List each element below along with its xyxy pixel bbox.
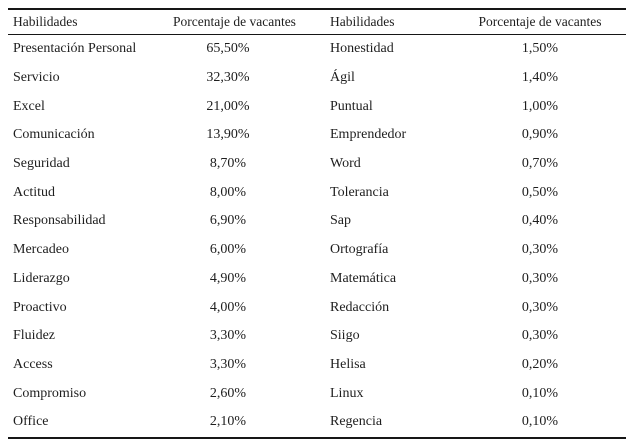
skill-cell-right: Sap (330, 213, 351, 229)
skill-cell-left: Responsabilidad (13, 213, 106, 229)
percentage-cell-left: 32,30% (206, 70, 250, 86)
skill-cell-right: Honestidad (330, 41, 394, 57)
percentage-cell-left: 2,10% (209, 414, 247, 430)
skill-cell-left: Compromiso (13, 385, 87, 401)
column-header-percentage-left: Porcentaje de vacantes (173, 14, 296, 30)
percentage-cell-left: 6,00% (209, 242, 247, 258)
table-row: Fluidez 3,30% Siigo 0,30% (8, 322, 626, 351)
skill-cell-right: Ortografía (330, 242, 389, 258)
table-bottom-rule (8, 436, 626, 439)
table-header-rule (8, 34, 626, 35)
percentage-cell-left: 3,30% (209, 356, 247, 372)
percentage-cell-left: 3,30% (209, 328, 247, 344)
table-row: Servicio 32,30% Ágil 1,40% (8, 64, 626, 93)
skill-cell-right: Word (330, 156, 361, 172)
table-row: Access 3,30% Helisa 0,20% (8, 351, 626, 380)
percentage-cell-right: 0,70% (521, 156, 559, 172)
percentage-cell-right: 0,30% (521, 299, 559, 315)
skill-cell-left: Servicio (13, 70, 60, 86)
percentage-cell-left: 4,00% (209, 299, 247, 315)
skill-cell-left: Seguridad (13, 156, 70, 172)
column-header-skills-right: Habilidades (330, 14, 395, 30)
table-top-rule (8, 8, 626, 10)
skill-cell-left: Mercadeo (13, 242, 69, 258)
skill-cell-left: Liderazgo (13, 270, 70, 286)
percentage-cell-left: 65,50% (206, 41, 250, 57)
percentage-cell-left: 8,00% (209, 184, 247, 200)
table-row: Liderazgo 4,90% Matemática 0,30% (8, 265, 626, 294)
skill-cell-right: Matemática (330, 270, 397, 286)
percentage-cell-right: 0,10% (521, 385, 559, 401)
table-row: Responsabilidad 6,90% Sap 0,40% (8, 207, 626, 236)
column-header-skills-left: Habilidades (13, 14, 78, 30)
percentage-cell-left: 8,70% (209, 156, 247, 172)
column-header-percentage-right: Porcentaje de vacantes (478, 14, 602, 30)
skill-cell-right: Emprendedor (330, 127, 407, 143)
percentage-cell-left: 13,90% (206, 127, 250, 143)
table-row: Comunicación 13,90% Emprendedor 0,90% (8, 121, 626, 150)
skill-cell-left: Fluidez (13, 328, 55, 344)
table-row: Presentación Personal 65,50% Honestidad 1,5… (8, 35, 626, 64)
skill-cell-right: Siigo (330, 328, 360, 344)
percentage-cell-right: 1,00% (521, 98, 559, 114)
skill-cell-left: Actitud (13, 184, 55, 200)
percentage-cell-left: 2,60% (209, 385, 247, 401)
percentage-cell-left: 4,90% (209, 270, 247, 286)
table-row: Proactivo 4,00% Redacción 0,30% (8, 293, 626, 322)
table-row: Mercadeo 6,00% Ortografía 0,30% (8, 236, 626, 265)
skill-cell-right: Tolerancia (330, 184, 389, 200)
skill-cell-left: Access (13, 356, 53, 372)
skill-cell-left: Presentación Personal (13, 41, 137, 57)
table-row: Excel 21,00% Puntual 1,00% (8, 92, 626, 121)
table-row: Compromiso 2,60% Linux 0,10% (8, 379, 626, 408)
percentage-cell-right: 0,10% (521, 414, 559, 430)
skill-cell-left: Office (13, 414, 49, 430)
skills-vacancy-table: Habilidades Porcentaje de vacantes Habil… (8, 8, 626, 439)
percentage-cell-right: 0,30% (521, 270, 559, 286)
percentage-cell-right: 0,30% (521, 328, 559, 344)
percentage-cell-right: 0,50% (521, 184, 559, 200)
percentage-cell-right: 1,40% (521, 70, 559, 86)
skill-cell-right: Puntual (330, 98, 373, 114)
percentage-cell-right: 0,20% (521, 356, 559, 372)
table-body: Presentación Personal 65,50% Honestidad 1,5… (8, 35, 626, 437)
percentage-cell-right: 0,40% (521, 213, 559, 229)
percentage-cell-right: 0,90% (521, 127, 559, 143)
skill-cell-right: Redacción (330, 299, 390, 315)
skill-cell-left: Comunicación (13, 127, 95, 143)
percentage-cell-right: 0,30% (521, 242, 559, 258)
skill-cell-right: Regencia (330, 414, 383, 430)
skill-cell-right: Ágil (330, 70, 355, 86)
skill-cell-left: Proactivo (13, 299, 67, 315)
table-row: Seguridad 8,70% Word 0,70% (8, 150, 626, 179)
skill-cell-left: Excel (13, 98, 45, 114)
percentage-cell-right: 1,50% (521, 41, 559, 57)
percentage-cell-left: 6,90% (209, 213, 247, 229)
table-row: Actitud 8,00% Tolerancia 0,50% (8, 178, 626, 207)
skill-cell-right: Linux (330, 385, 364, 401)
table-row: Office 2,10% Regencia 0,10% (8, 408, 626, 437)
table-header-row: Habilidades Porcentaje de vacantes Habil… (8, 10, 626, 34)
percentage-cell-left: 21,00% (206, 98, 250, 114)
skill-cell-right: Helisa (330, 356, 366, 372)
